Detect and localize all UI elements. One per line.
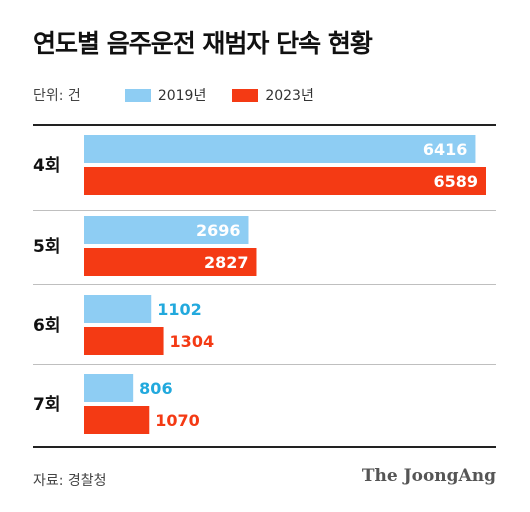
chart-bottom-rule [33, 446, 496, 448]
legend: 단위: 건 2019년 2023년 [33, 86, 340, 104]
value-label-5-2019: 2696 [196, 221, 241, 240]
category-label-6: 6회 [33, 316, 60, 336]
chart-title: 연도별 음주운전 재범자 단속 현황 [33, 29, 373, 58]
bar-4-2019 [84, 135, 476, 163]
value-label-5-2023: 2827 [204, 253, 249, 272]
category-label-4: 4회 [33, 156, 60, 176]
bar-7-2019 [84, 374, 134, 402]
source-note: 자료: 경찰청 [33, 473, 107, 489]
bar-6-2023 [84, 327, 164, 355]
legend-label-2023: 2023년 [265, 88, 314, 104]
value-label-7-2019: 806 [139, 379, 172, 398]
legend-label-2019: 2019년 [157, 88, 207, 104]
category-label-5: 5회 [33, 237, 60, 257]
unit-label: 단위: 건 [33, 88, 81, 104]
brand-logo: The JoongAng [361, 466, 496, 486]
category-label-7: 7회 [33, 395, 60, 415]
value-label-4-2019: 6416 [423, 140, 468, 159]
value-label-6-2023: 1304 [170, 332, 215, 351]
group-divider [33, 364, 496, 365]
bar-7-2023 [84, 406, 150, 434]
bar-6-2019 [84, 295, 152, 323]
legend-swatch-2019 [124, 88, 151, 102]
value-label-4-2023: 6589 [433, 172, 478, 191]
value-label-7-2023: 1070 [155, 411, 200, 430]
legend-item-2023: 2023년 [232, 85, 314, 105]
group-divider [33, 210, 496, 211]
chart-top-rule [33, 124, 496, 126]
value-label-6-2019: 1102 [157, 300, 202, 319]
bar-5-2023 [84, 248, 257, 276]
bar-4-2023 [84, 167, 486, 195]
bar-5-2019 [84, 216, 249, 244]
legend-item-2019: 2019년 [124, 85, 207, 105]
group-divider [33, 284, 496, 285]
legend-swatch-2023 [232, 88, 259, 102]
